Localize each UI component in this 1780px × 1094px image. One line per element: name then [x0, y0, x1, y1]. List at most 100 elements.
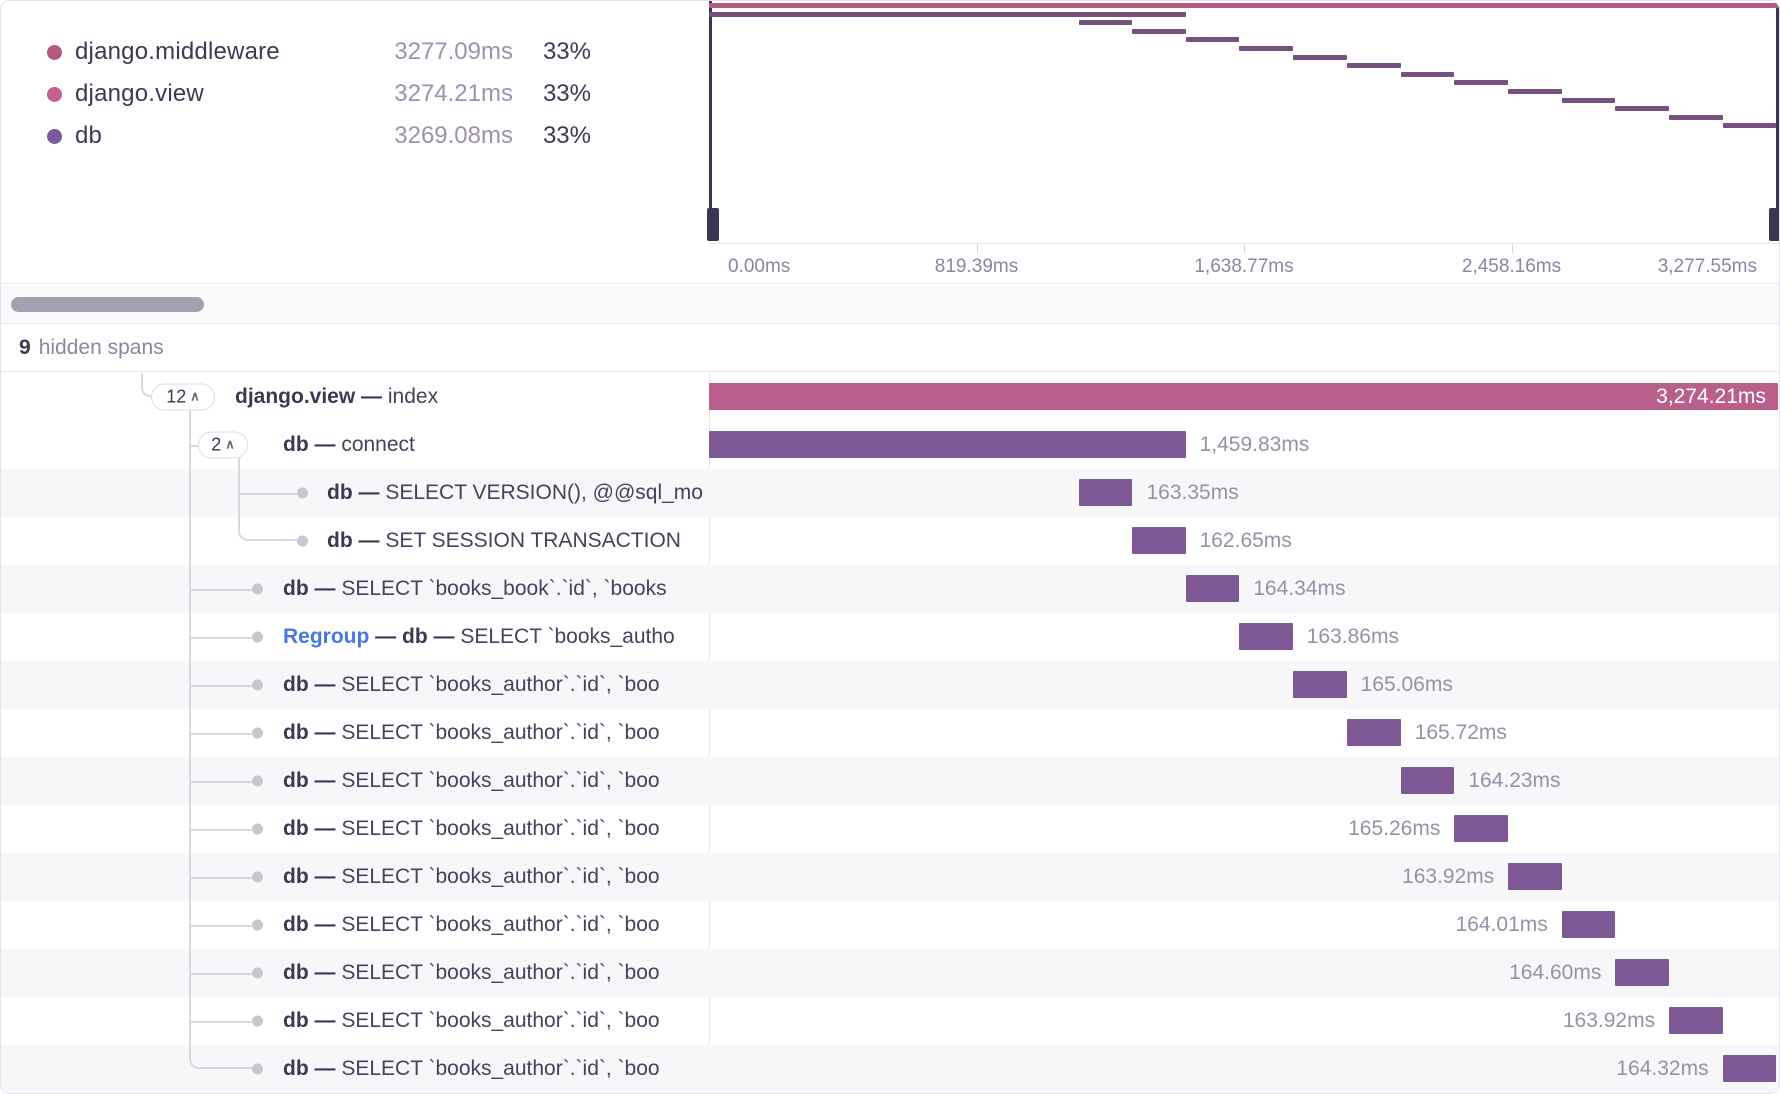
span-row[interactable]: db — SET SESSION TRANSACTION 162.65ms [1, 517, 1779, 565]
span-label[interactable]: db — connect [283, 433, 415, 457]
minimap-left-handle[interactable] [707, 208, 719, 241]
span-label-op: db [283, 865, 309, 888]
span-tree-cell: db — SELECT `books_author`.`id`, `boo [1, 661, 709, 709]
tree-branch-line [190, 445, 200, 447]
span-bar[interactable] [1079, 479, 1133, 506]
span-bar[interactable] [1615, 959, 1670, 986]
legend-item-percent: 33% [542, 122, 591, 149]
span-label-detail: SELECT `books_author`.`id`, `boo [341, 913, 660, 936]
span-bar[interactable] [1400, 767, 1455, 794]
span-bar-cell: 165.26ms [709, 805, 1779, 853]
span-label[interactable]: db — SELECT `books_author`.`id`, `boo [283, 1057, 660, 1081]
span-row[interactable]: db — SELECT `books_author`.`id`, `boo 163… [1, 997, 1779, 1045]
span-label[interactable]: db — SELECT `books_author`.`id`, `boo [283, 1009, 660, 1033]
scrollbar-thumb[interactable] [11, 297, 204, 312]
minimap[interactable] [707, 1, 1779, 244]
tree-root-connector [141, 373, 159, 397]
minimap-span [1239, 46, 1293, 51]
span-row[interactable]: db — SELECT `books_author`.`id`, `boo 164… [1, 757, 1779, 805]
legend-item[interactable]: django.view 3274.21ms 33% [1, 73, 709, 115]
span-bar[interactable] [1669, 1007, 1723, 1034]
span-row[interactable]: db — SELECT VERSION(), @@sql_mo 163.35ms [1, 469, 1779, 517]
span-label-sep: — [308, 577, 342, 600]
span-label-op: db [283, 913, 309, 936]
span-label-sep: — [308, 1009, 342, 1032]
span-row[interactable]: db — SELECT `books_book`.`id`, `books 164… [1, 565, 1779, 613]
span-bar-cell: 163.35ms [709, 469, 1779, 517]
span-label[interactable]: db — SELECT `books_author`.`id`, `boo [283, 769, 660, 793]
span-label[interactable]: db — SET SESSION TRANSACTION [327, 529, 681, 553]
tree-node-dot-icon [252, 775, 263, 787]
span-label-sep: — [427, 625, 461, 648]
span-duration: 165.26ms [1348, 817, 1441, 840]
span-tree-cell: 12 ∧ django.view — index [1, 373, 709, 421]
legend-item-percent: 33% [542, 38, 591, 65]
span-label[interactable]: django.view — index [235, 385, 438, 409]
span-label-op: db [283, 1009, 309, 1032]
span-bar-cell: 164.34ms [709, 565, 1779, 613]
axis-tick-mark [1244, 244, 1245, 253]
legend-item-time: 3269.08ms [394, 122, 513, 149]
span-label-sep: — [369, 625, 402, 648]
legend-item-name: db [75, 122, 103, 149]
tree-branch-line [190, 925, 252, 927]
span-tree-cell: db — SELECT `books_author`.`id`, `boo [1, 709, 709, 757]
span-duration: 3,274.21ms [1656, 385, 1766, 408]
span-row[interactable]: db — SELECT `books_author`.`id`, `boo 165… [1, 709, 1779, 757]
tree-node-dot-icon [252, 823, 263, 835]
legend-item-time: 3274.21ms [394, 80, 513, 107]
span-label[interactable]: db — SELECT `books_author`.`id`, `boo [283, 721, 660, 745]
tree-node-dot-icon [297, 535, 308, 547]
span-label[interactable]: db — SELECT `books_author`.`id`, `boo [283, 865, 660, 889]
span-label[interactable]: db — SELECT `books_book`.`id`, `books [283, 577, 667, 601]
span-label[interactable]: db — SELECT `books_author`.`id`, `boo [283, 673, 660, 697]
span-row[interactable]: db — SELECT `books_author`.`id`, `boo 165… [1, 805, 1779, 853]
span-row[interactable]: db — SELECT `books_author`.`id`, `boo 164… [1, 901, 1779, 949]
minimap-right-handle[interactable] [1769, 208, 1779, 241]
axis-tick-mark [1511, 244, 1513, 253]
span-duration: 163.35ms [1146, 481, 1239, 504]
minimap-span [1132, 28, 1186, 34]
span-label-op: db [283, 769, 309, 792]
span-bar[interactable] [1132, 527, 1186, 554]
axis-tick-label: 0.00ms [728, 256, 791, 277]
hidden-spans-banner[interactable]: 9 hidden spans [1, 325, 1779, 372]
span-label[interactable]: Regroup — db — SELECT `books_autho [283, 625, 675, 649]
span-row[interactable]: db — SELECT `books_author`.`id`, `boo 163… [1, 853, 1779, 901]
span-tree-cell: db — SELECT `books_author`.`id`, `boo [1, 997, 709, 1045]
span-row[interactable]: db — SELECT `books_author`.`id`, `boo 164… [1, 1045, 1779, 1093]
span-bar[interactable] [1454, 815, 1509, 842]
span-bar[interactable] [1346, 719, 1401, 746]
span-label-op: db [402, 625, 428, 648]
span-label[interactable]: db — SELECT `books_author`.`id`, `boo [283, 913, 660, 937]
span-row[interactable]: 2 ∧ db — connect 1,459.83ms [1, 421, 1779, 469]
span-tree-cell: db — SELECT `books_author`.`id`, `boo [1, 757, 709, 805]
span-tree-cell: db — SELECT `books_author`.`id`, `boo [1, 949, 709, 997]
span-bar[interactable] [1239, 623, 1293, 650]
span-label[interactable]: db — SELECT `books_author`.`id`, `boo [283, 961, 660, 985]
minimap-span [1346, 63, 1401, 69]
legend-item-name: django.view [75, 80, 204, 107]
span-row[interactable]: 12 ∧ django.view — index 3,274.21ms [1, 373, 1779, 421]
scrollbar-track [1, 285, 1779, 324]
span-row[interactable]: db — SELECT `books_author`.`id`, `boo 165… [1, 661, 1779, 709]
span-bar[interactable] [1722, 1055, 1777, 1082]
legend-item[interactable]: db 3269.08ms 33% [1, 115, 709, 157]
span-tree-cell: db — SELECT `books_book`.`id`, `books [1, 565, 709, 613]
collapse-toggle[interactable]: 2 ∧ [198, 431, 248, 459]
span-bar[interactable] [1561, 911, 1616, 938]
span-row[interactable]: db — SELECT `books_author`.`id`, `boo 164… [1, 949, 1779, 997]
collapse-toggle[interactable]: 12 ∧ [151, 383, 215, 411]
span-label[interactable]: db — SELECT VERSION(), @@sql_mo [327, 481, 703, 505]
axis-tick-label: 2,458.16ms [1461, 256, 1562, 277]
span-duration: 165.72ms [1414, 721, 1507, 744]
span-row[interactable]: Regroup — db — SELECT `books_autho 163.86… [1, 613, 1779, 661]
span-bar[interactable]: 3,274.21ms [709, 383, 1778, 410]
span-bar[interactable] [1292, 671, 1347, 698]
span-duration: 164.23ms [1468, 769, 1561, 792]
span-bar[interactable] [709, 431, 1186, 458]
span-label[interactable]: db — SELECT `books_author`.`id`, `boo [283, 817, 660, 841]
span-bar[interactable] [1508, 863, 1562, 890]
legend-item[interactable]: django.middleware 3277.09ms 33% [1, 31, 709, 73]
span-bar[interactable] [1185, 575, 1240, 602]
